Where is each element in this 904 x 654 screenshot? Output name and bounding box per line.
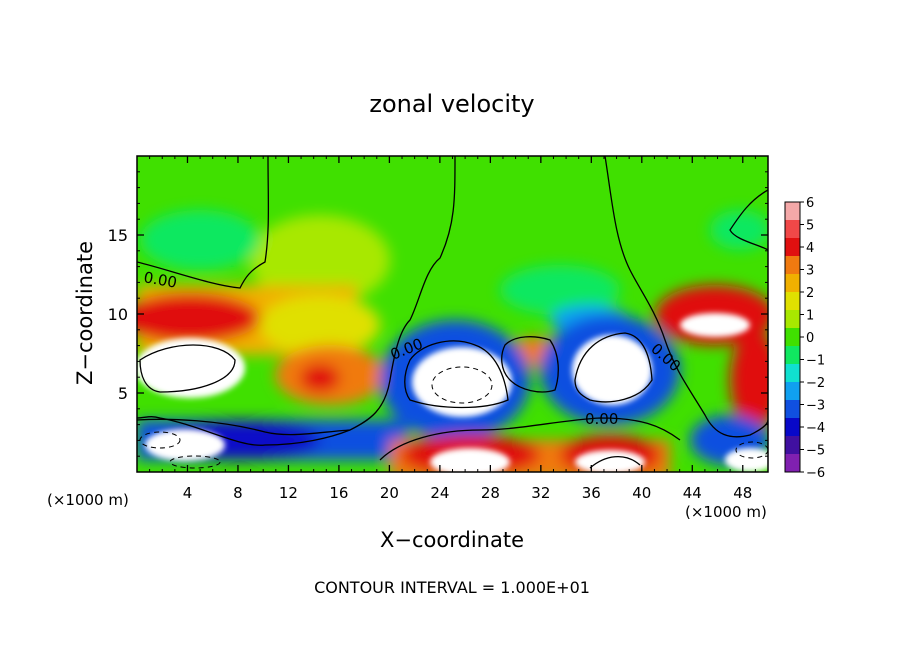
contour-label: 0.00 <box>142 268 178 292</box>
x-tick-label: 8 <box>233 484 243 502</box>
colorbar: 6 5 4 3 2 1 0 −1 −2 −3 −4 −5 −6 <box>784 196 825 481</box>
x-tick-label: 20 <box>380 484 399 502</box>
colorbar-swatch <box>785 364 800 383</box>
colorbar-swatch <box>785 418 800 437</box>
colorbar-label: 4 <box>806 241 814 256</box>
x-unit-left: (×1000 m) <box>47 491 129 509</box>
y-axis: 5 10 15 <box>108 171 768 457</box>
contour-label: 0.00 <box>585 410 618 428</box>
off-scale-cells <box>137 313 768 472</box>
colorbar-swatch <box>785 454 800 473</box>
x-tick-label: 40 <box>632 484 651 502</box>
y-tick-label: 15 <box>108 226 128 245</box>
colorbar-label: 3 <box>806 264 814 279</box>
x-tick-label: 44 <box>683 484 702 502</box>
x-tick-label: 16 <box>329 484 348 502</box>
colorbar-swatch <box>785 274 800 293</box>
colorbar-label: −5 <box>806 444 825 459</box>
colorbar-swatch <box>785 436 800 455</box>
x-tick-label: 36 <box>582 484 601 502</box>
chart-title: zonal velocity <box>369 90 534 118</box>
colorbar-label: 5 <box>806 219 814 234</box>
colorbar-swatch <box>785 202 800 221</box>
x-axis-title: X−coordinate <box>380 528 524 552</box>
colorbar-label: −2 <box>806 376 825 391</box>
colorbar-swatch <box>785 292 800 311</box>
y-tick-label: 10 <box>108 305 128 324</box>
heatmap-field <box>137 156 768 472</box>
colorbar-label: −3 <box>806 399 825 414</box>
x-unit-right: (×1000 m) <box>685 503 767 521</box>
colorbar-swatch <box>785 310 800 329</box>
x-tick-label: 24 <box>430 484 449 502</box>
colorbar-label: 6 <box>806 196 814 211</box>
x-tick-label: 32 <box>531 484 550 502</box>
x-tick-label: 48 <box>733 484 752 502</box>
y-tick-label: 5 <box>118 384 128 403</box>
colorbar-swatch <box>785 328 800 347</box>
colorbar-label: 1 <box>806 309 814 324</box>
colorbar-swatch <box>785 238 800 257</box>
x-tick-label: 12 <box>279 484 298 502</box>
colorbar-swatch <box>785 256 800 275</box>
colorbar-swatch <box>785 346 800 365</box>
colorbar-label: −1 <box>806 354 825 369</box>
colorbar-label: 0 <box>806 331 814 346</box>
colorbar-swatch <box>785 400 800 419</box>
colorbar-swatch <box>785 220 800 239</box>
x-tick-label: 4 <box>183 484 193 502</box>
y-axis-title: Z−coordinate <box>73 241 97 385</box>
contour-interval-note: CONTOUR INTERVAL = 1.000E+01 <box>314 578 590 597</box>
colorbar-label: −4 <box>806 421 825 436</box>
colorbar-label: 2 <box>806 286 814 301</box>
colorbar-label: −6 <box>806 466 825 481</box>
x-axis: 4 8 12 16 20 24 28 32 36 40 44 48 <box>149 156 756 502</box>
x-tick-label: 28 <box>481 484 500 502</box>
colorbar-swatch <box>785 382 800 401</box>
contour-lines <box>137 156 768 469</box>
